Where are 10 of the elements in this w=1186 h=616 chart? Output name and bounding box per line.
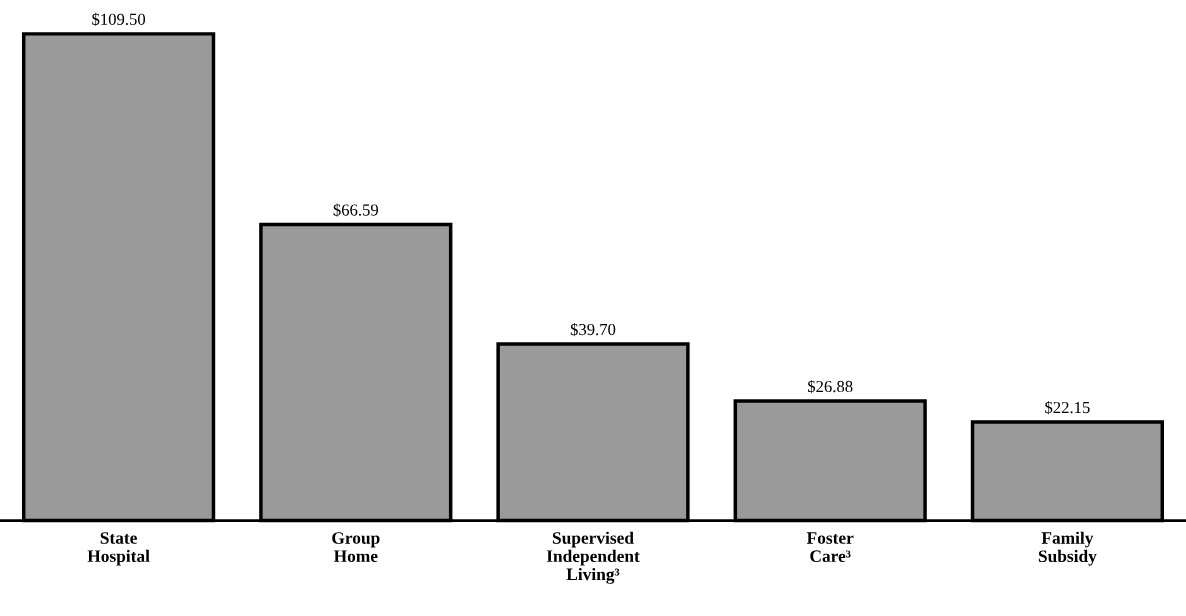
data-label: $26.88 (808, 379, 853, 394)
x-tick-label: State Hospital (87, 532, 150, 566)
data-label: $22.15 (1045, 400, 1090, 415)
x-tick-label: Group Home (332, 532, 380, 562)
data-label: $66.59 (333, 203, 379, 217)
data-label: $109.50 (92, 12, 146, 27)
data-label: $39.70 (570, 322, 616, 337)
x-tick-label: Foster Care³ (806, 532, 854, 562)
x-tick-label: Family Subsidy (1038, 531, 1097, 566)
x-tick-label: Supervised Independent Living³ (546, 531, 640, 584)
